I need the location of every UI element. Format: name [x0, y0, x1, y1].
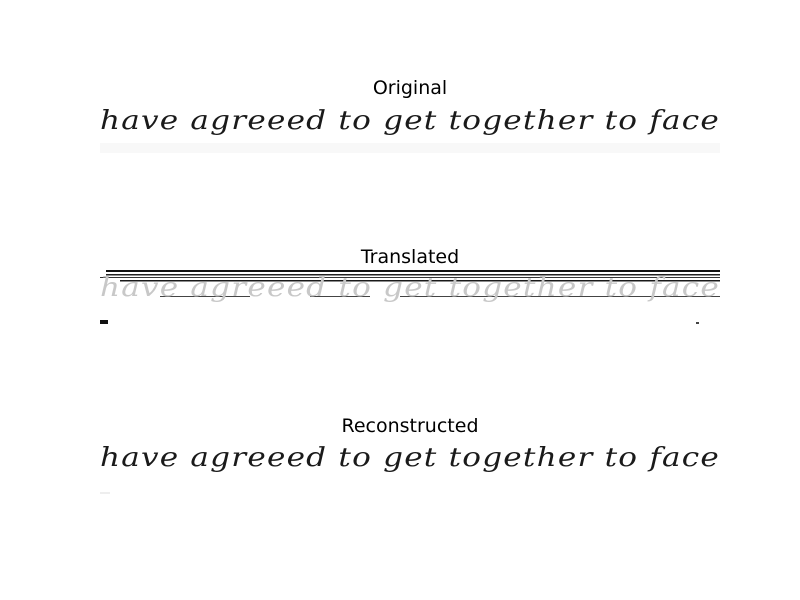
- original-panel-title: Original: [372, 77, 448, 99]
- reconstructed-handwriting-text: have agreeed to get together to face: [100, 443, 720, 473]
- translated-panel-title: Translated: [360, 246, 460, 268]
- translated-handwriting-image: have agreeed to get together to face: [100, 270, 720, 325]
- reconstructed-panel-title: Reconstructed: [341, 415, 479, 437]
- translated-handwriting-text: have agreeed to get together to face: [100, 273, 720, 303]
- original-handwriting-image: have agreeed to get together to face: [100, 103, 720, 158]
- reconstructed-handwriting-image: have agreeed to get together to face: [100, 440, 720, 495]
- original-handwriting-text: have agreeed to get together to face: [100, 106, 720, 136]
